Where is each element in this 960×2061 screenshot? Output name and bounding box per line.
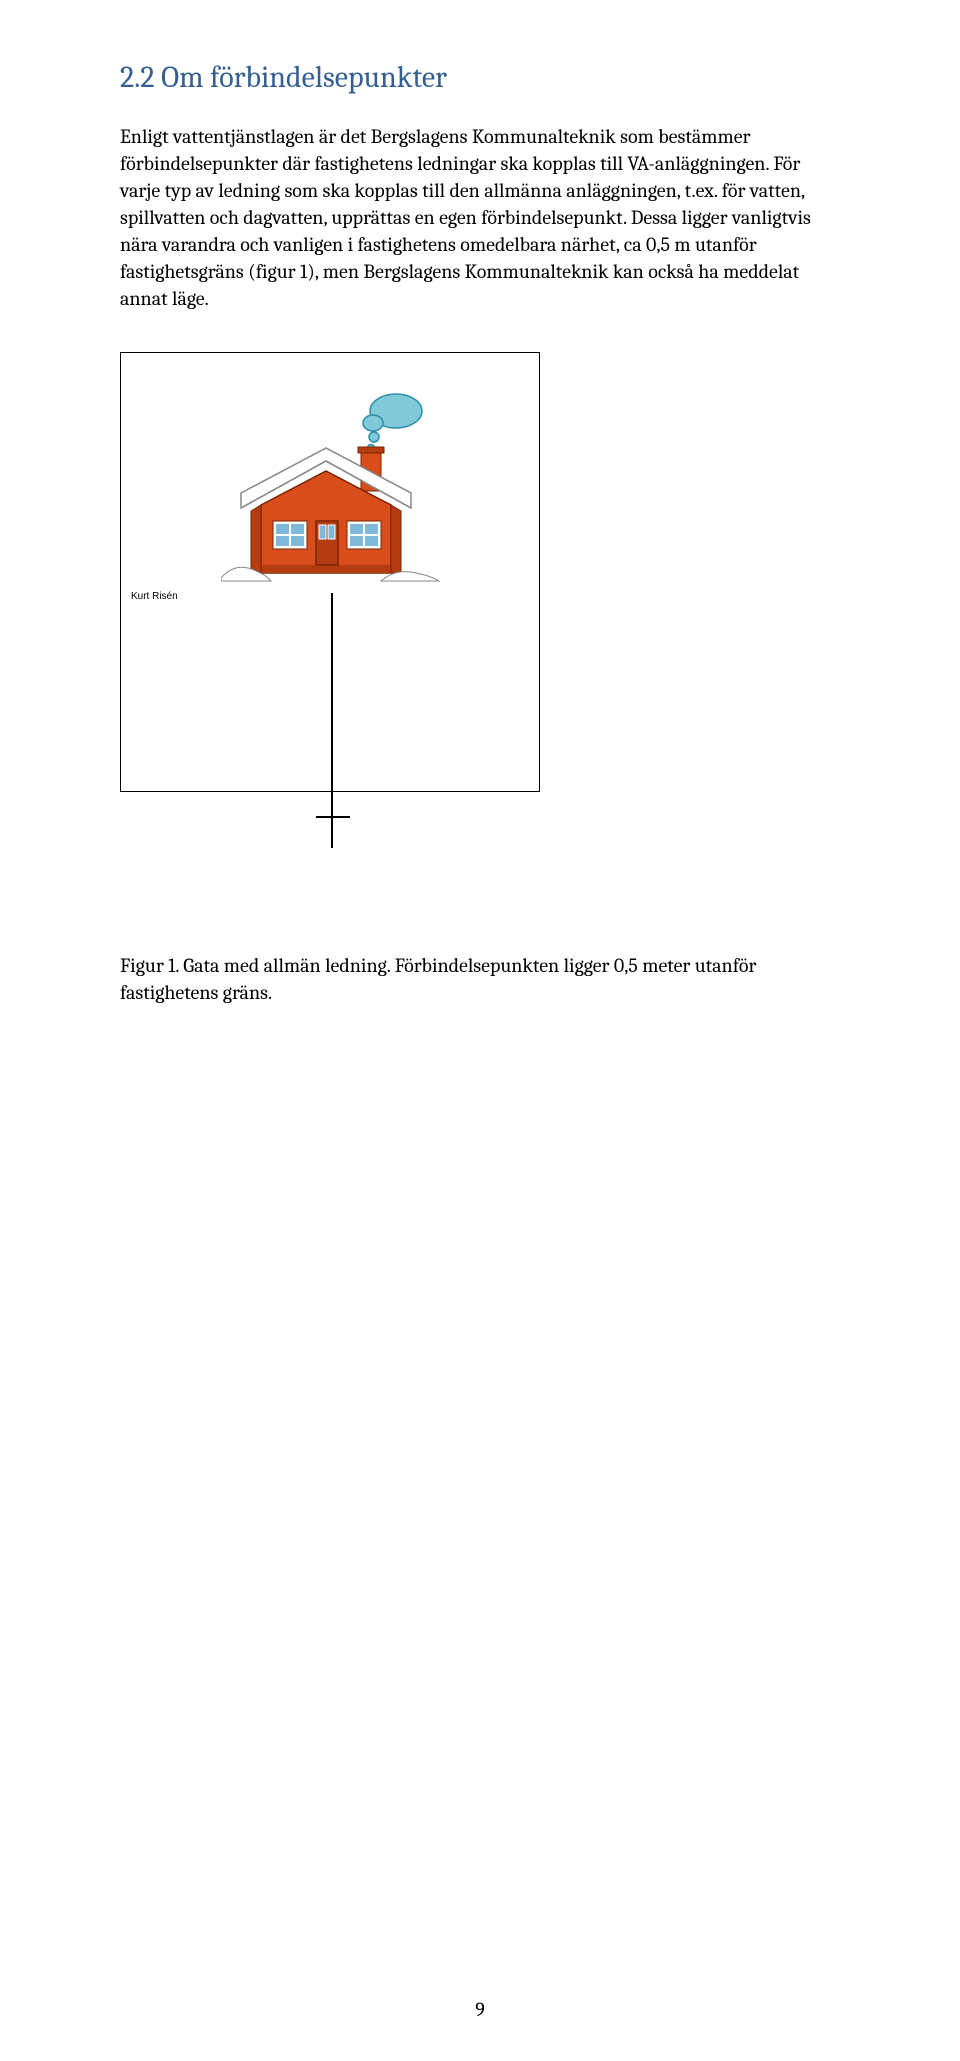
smoke-icon	[363, 394, 422, 452]
section-heading: 2.2 Om förbindelsepunkter	[120, 60, 840, 95]
house-illustration	[221, 393, 441, 597]
page-number: 9	[0, 1998, 960, 2021]
body-paragraph: Enligt vattentjänstlagen är det Bergslag…	[120, 123, 840, 312]
pipe-line	[331, 593, 333, 848]
illustration-credit: Kurt Risén	[131, 591, 178, 602]
figure-1: Kurt Risén	[120, 352, 540, 792]
connection-point-marker	[316, 816, 350, 818]
figure-caption: Figur 1. Gata med allmän ledning. Förbin…	[120, 952, 840, 1006]
